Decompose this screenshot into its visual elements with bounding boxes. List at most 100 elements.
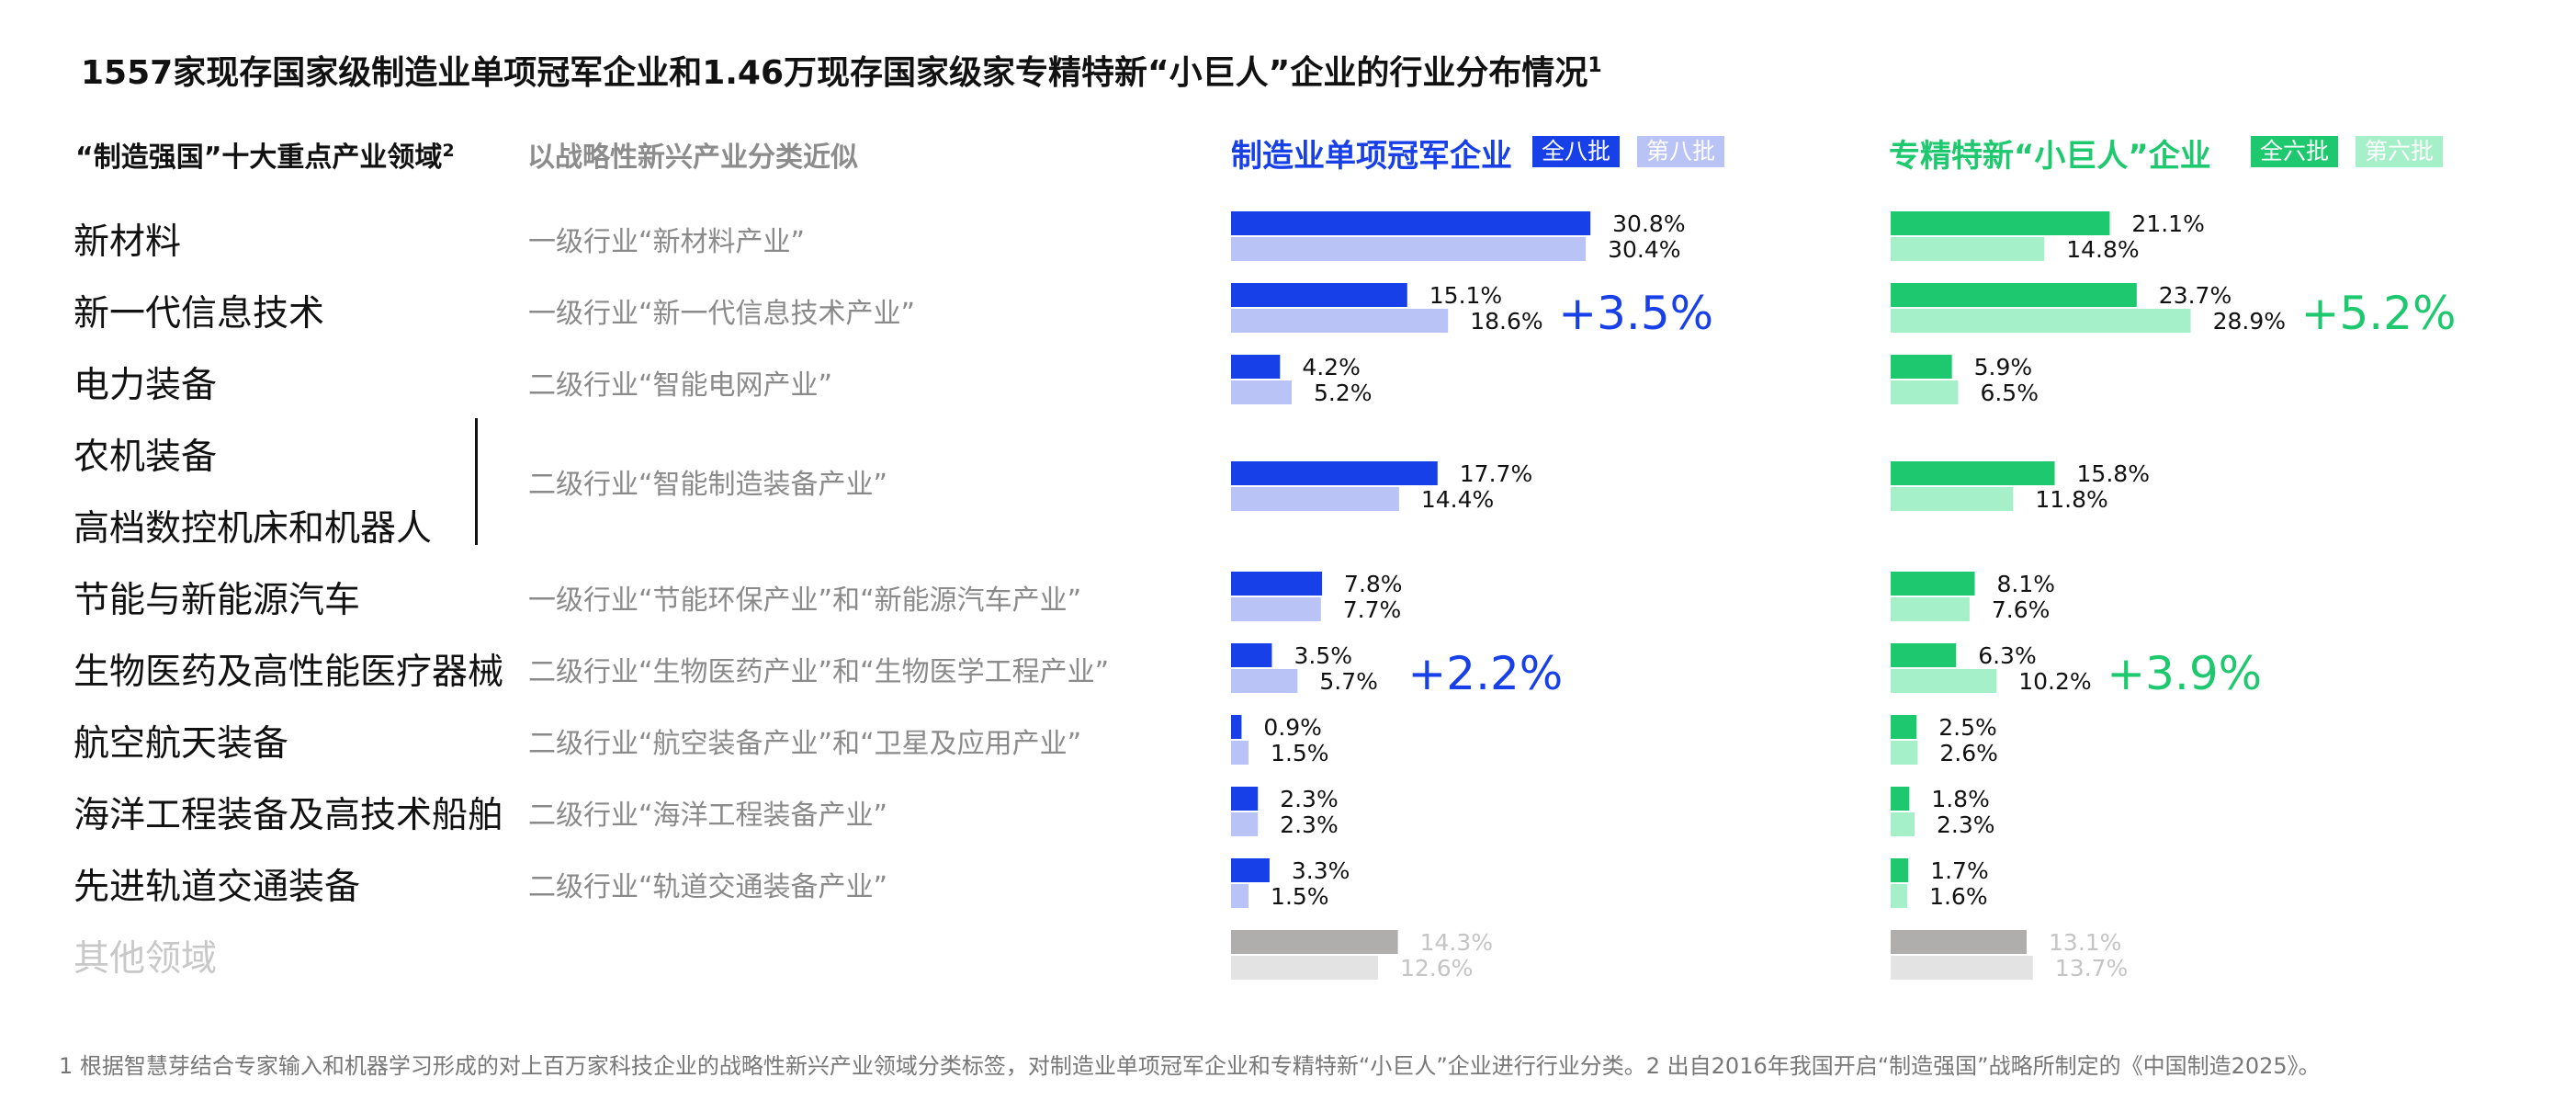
header-key-industries: “制造强国”十大重点产业领域2 xyxy=(75,141,455,174)
champion-label-last-6: 1.5% xyxy=(1271,740,1329,766)
mid-label-intelligent-manufacturing: 二级行业“智能制造装备产业” xyxy=(528,469,888,501)
row-label-aerospace: 航空航天装备 xyxy=(73,723,289,765)
mid-label-power-equipment: 二级行业“智能电网产业” xyxy=(528,369,833,402)
row-label-cnc-robots: 高档数控机床和机器人 xyxy=(73,508,433,550)
row-label-other: 其他领域 xyxy=(73,938,218,980)
giant-label-all-0: 21.1% xyxy=(2131,210,2204,237)
row-label-next-gen-it: 新一代信息技术 xyxy=(73,293,325,335)
champion-label-last-7: 2.3% xyxy=(1280,811,1339,838)
champion-bar-last-1 xyxy=(1231,309,1449,333)
giant-label-last-2: 6.5% xyxy=(1980,380,2039,406)
champion-bar-last-5 xyxy=(1231,669,1298,693)
champion-label-all-0: 30.8% xyxy=(1612,210,1685,237)
mid-label-new-materials: 一级行业“新材料产业” xyxy=(528,226,806,258)
giant-label-all-2: 5.9% xyxy=(1974,354,2033,380)
champion-delta-annotation-0: +3.5% xyxy=(1558,287,1713,340)
legend-giant-last: 第六批 xyxy=(2356,136,2444,167)
mid-label-rail: 二级行业“轨道交通装备产业” xyxy=(528,871,888,903)
row-label-new-materials: 新材料 xyxy=(73,221,182,263)
row-label-power-equipment: 电力装备 xyxy=(73,365,218,406)
giant-bar-last-2 xyxy=(1891,380,1959,404)
champion-bar-last-4 xyxy=(1231,597,1321,621)
champion-bar-all-2 xyxy=(1231,355,1281,379)
row-label-biomedicine: 生物医药及高性能医疗器械 xyxy=(73,652,504,693)
giant-delta-annotation-1: +3.9% xyxy=(2107,647,2262,700)
champion-bar-all-4 xyxy=(1231,572,1323,596)
champion-delta-annotation-1: +2.2% xyxy=(1407,647,1563,700)
giant-label-all-9: 13.1% xyxy=(2049,929,2121,956)
champion-label-all-2: 4.2% xyxy=(1302,354,1361,380)
header-champion: 制造业单项冠军企业 xyxy=(1231,138,1512,175)
giant-bar-all-7 xyxy=(1891,787,1910,811)
giant-bar-last-4 xyxy=(1891,597,1970,621)
page-title: 1557家现存国家级制造业单项冠军企业和1.46万现存国家级家专精特新“小巨人”… xyxy=(81,54,1602,92)
giant-label-last-6: 2.6% xyxy=(1939,740,1998,766)
grouping-bracket xyxy=(475,418,478,545)
champion-bar-last-9 xyxy=(1231,956,1379,980)
champion-label-all-4: 7.8% xyxy=(1344,571,1403,597)
footnote: 1 根据智慧芽结合专家输入和机器学习形成的对上百万家科技企业的战略性新兴产业领域… xyxy=(59,1053,2321,1079)
champion-label-last-4: 7.7% xyxy=(1343,596,1402,623)
giant-bar-all-4 xyxy=(1891,572,1975,596)
mid-label-new-energy-vehicles: 一级行业“节能环保产业”和“新能源汽车产业” xyxy=(528,584,1082,617)
champion-label-all-8: 3.3% xyxy=(1292,857,1350,884)
giant-label-all-7: 1.8% xyxy=(1931,786,1990,812)
mid-label-marine: 二级行业“海洋工程装备产业” xyxy=(528,800,888,832)
champion-bar-all-9 xyxy=(1231,930,1398,954)
giant-bar-all-6 xyxy=(1891,715,1917,739)
giant-label-last-1: 28.9% xyxy=(2213,308,2286,335)
giant-delta-annotation-0: +5.2% xyxy=(2301,287,2457,340)
giant-label-all-6: 2.5% xyxy=(1938,714,1997,741)
champion-bar-last-7 xyxy=(1231,812,1259,836)
giant-bar-all-3 xyxy=(1891,461,2055,485)
legend-champion-all: 全八批 xyxy=(1532,136,1621,167)
giant-bar-all-8 xyxy=(1891,858,1909,882)
giant-bar-all-0 xyxy=(1891,211,2110,235)
header-strategic-classification: 以战略性新兴产业分类近似 xyxy=(527,142,858,174)
legend-giant-all: 全六批 xyxy=(2251,136,2339,167)
giant-bar-all-1 xyxy=(1891,283,2137,307)
champion-label-last-3: 14.4% xyxy=(1421,486,1494,513)
giant-bar-last-3 xyxy=(1891,487,2014,511)
mid-label-biomedicine: 二级行业“生物医药产业”和“生物医学工程产业” xyxy=(528,656,1110,688)
champion-bar-all-7 xyxy=(1231,787,1259,811)
champion-label-all-1: 15.1% xyxy=(1429,282,1502,309)
giant-label-all-5: 6.3% xyxy=(1978,642,2037,669)
giant-bar-last-1 xyxy=(1891,309,2191,333)
champion-bar-last-0 xyxy=(1231,237,1587,261)
champion-bar-all-3 xyxy=(1231,461,1438,485)
champion-label-last-8: 1.5% xyxy=(1271,883,1329,910)
champion-label-all-7: 2.3% xyxy=(1280,786,1339,812)
giant-bar-last-6 xyxy=(1891,741,1918,765)
champion-bar-all-6 xyxy=(1231,715,1242,739)
giant-label-last-4: 7.6% xyxy=(1992,596,2051,623)
champion-label-last-9: 12.6% xyxy=(1400,955,1473,982)
giant-label-all-3: 15.8% xyxy=(2077,460,2150,487)
champion-bar-last-3 xyxy=(1231,487,1399,511)
giant-label-all-8: 1.7% xyxy=(1930,857,1989,884)
champion-bar-all-1 xyxy=(1231,283,1407,307)
giant-label-last-8: 1.6% xyxy=(1929,883,1988,910)
header-giant: 专精特新“小巨人”企业 xyxy=(1889,138,2211,175)
champion-label-last-2: 5.2% xyxy=(1314,380,1373,406)
champion-label-last-1: 18.6% xyxy=(1470,308,1542,335)
giant-label-last-0: 14.8% xyxy=(2066,236,2139,263)
giant-bar-last-5 xyxy=(1891,669,1997,693)
giant-bar-all-2 xyxy=(1891,355,1952,379)
row-label-agri-machinery: 农机装备 xyxy=(73,437,218,478)
giant-bar-all-9 xyxy=(1891,930,2028,954)
giant-label-all-4: 8.1% xyxy=(1997,571,2056,597)
mid-label-aerospace: 二级行业“航空装备产业”和“卫星及应用产业” xyxy=(528,728,1082,760)
champion-label-last-5: 5.7% xyxy=(1319,668,1378,695)
giant-label-last-5: 10.2% xyxy=(2018,668,2091,695)
champion-label-all-3: 17.7% xyxy=(1460,460,1532,487)
giant-bar-last-7 xyxy=(1891,812,1915,836)
giant-label-last-3: 11.8% xyxy=(2035,486,2107,513)
giant-bar-last-8 xyxy=(1891,884,1908,908)
giant-label-last-7: 2.3% xyxy=(1937,811,1995,838)
giant-bar-last-9 xyxy=(1891,956,2033,980)
row-label-new-energy-vehicles: 节能与新能源汽车 xyxy=(73,580,361,621)
legend-champion-last: 第八批 xyxy=(1637,136,1725,167)
mid-label-next-gen-it: 一级行业“新一代信息技术产业” xyxy=(528,298,916,330)
